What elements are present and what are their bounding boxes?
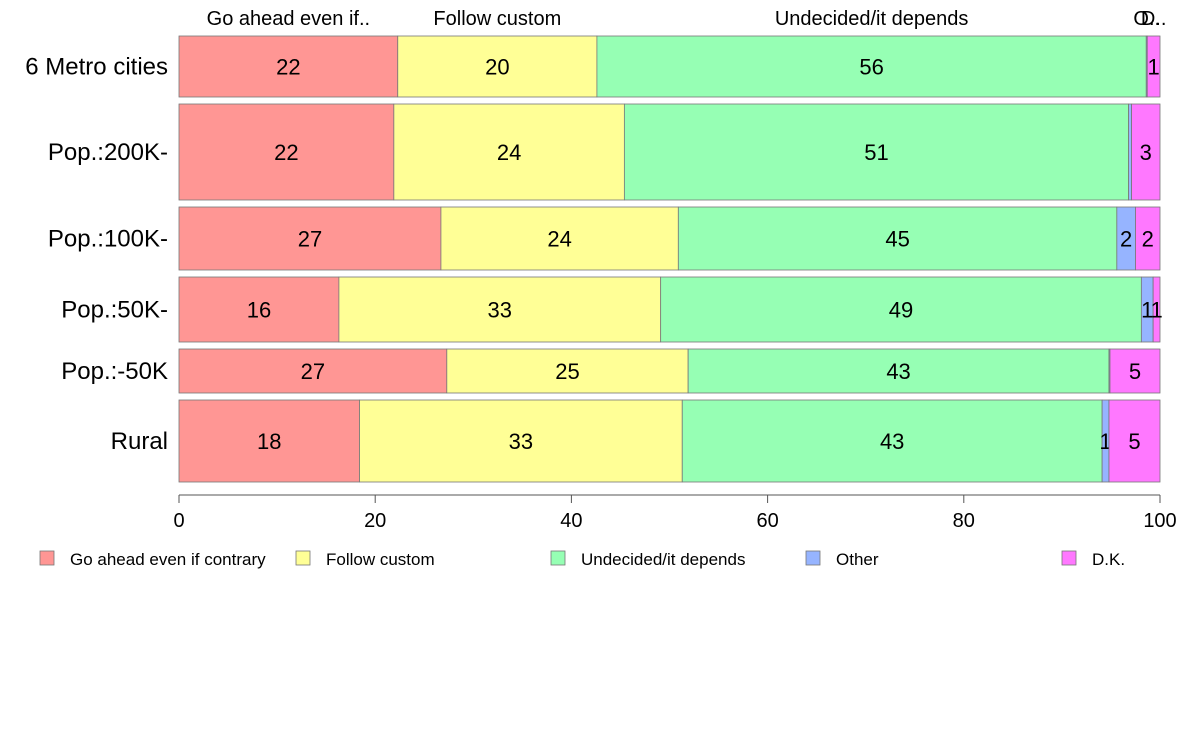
data-label-pop-200k-follow-custom: 24	[497, 140, 521, 165]
x-tick-label-80: 80	[953, 510, 975, 532]
legend-label-undecided-it-depends: Undecided/it depends	[581, 550, 745, 569]
data-label-pop-50k-follow-custom: 25	[555, 359, 579, 384]
top-label-other: O..	[1133, 8, 1160, 30]
legend-label-follow-custom: Follow custom	[326, 550, 435, 569]
legend-swatch-follow-custom	[295, 550, 311, 566]
data-label-6-metro-cities-go-ahead-even-if-contrary: 22	[276, 55, 300, 80]
data-label-rural-undecided-it-depends: 43	[880, 429, 904, 454]
legend-swatch-undecided-it-depends	[550, 550, 566, 566]
bar-6-metro-cities-d-k	[1146, 35, 1161, 98]
data-label-pop-100k-undecided-it-depends: 45	[885, 227, 909, 252]
bar-pop-100k-undecided-it-depends	[677, 206, 1118, 271]
bar-pop-100k-go-ahead-even-if-contrary	[178, 206, 442, 271]
data-label-pop-50k-undecided-it-depends: 43	[886, 359, 910, 384]
bar-pop-50k-undecided-it-depends	[660, 276, 1142, 343]
data-label-pop-100k-other: 2	[1120, 227, 1132, 252]
bar-6-metro-cities-follow-custom	[397, 35, 598, 98]
category-label-pop-200k: Pop.:200K-	[48, 139, 168, 166]
category-label-pop-50k: Pop.:-50K	[61, 358, 168, 385]
data-label-pop-50k-d-k: 1	[1150, 298, 1162, 323]
bar-pop-50k-follow-custom	[338, 276, 662, 343]
top-label-undecided-it-depends: Undecided/it depends	[775, 8, 968, 30]
legend: Go ahead even if contrary Follow custom Un…	[39, 550, 1125, 569]
top-label-follow-custom: Follow custom	[433, 8, 561, 30]
data-label-pop-50k-other: 1	[1141, 298, 1153, 323]
data-label-pop-50k-go-ahead-even-if-contrary: 27	[301, 359, 325, 384]
x-tick-label-20: 20	[364, 510, 386, 532]
bar-pop-50k-go-ahead-even-if-contrary	[178, 276, 340, 343]
bar-pop-200k-d-k	[1131, 103, 1161, 201]
bar-pop-50k-undecided-it-depends	[687, 348, 1110, 394]
category-label-rural: Rural	[111, 428, 168, 455]
bar-pop-200k-undecided-it-depends	[623, 103, 1130, 201]
data-label-rural-follow-custom: 33	[509, 429, 533, 454]
data-label-pop-100k-go-ahead-even-if-contrary: 27	[298, 227, 322, 252]
data-label-pop-200k-undecided-it-depends: 51	[864, 140, 888, 165]
legend-label-go-ahead-even-if-contrary: Go ahead even if contrary	[70, 550, 266, 569]
data-label-pop-200k-d-k: 3	[1140, 140, 1152, 165]
x-tick-label-60: 60	[756, 510, 778, 532]
bar-rural-go-ahead-even-if-contrary	[178, 399, 360, 483]
data-label-6-metro-cities-follow-custom: 20	[485, 55, 509, 80]
bar-pop-200k-other	[1128, 103, 1132, 201]
category-label-pop-50k: Pop.:50K-	[61, 297, 168, 324]
legend-label-d-k: D.K.	[1092, 550, 1125, 569]
data-label-pop-100k-d-k: 2	[1142, 227, 1154, 252]
category-labels: 6 Metro cities Pop.:200K- Pop.:100K- Pop.:5…	[25, 54, 168, 456]
data-label-pop-50k-go-ahead-even-if-contrary: 16	[247, 298, 271, 323]
data-label-pop-50k-undecided-it-depends: 49	[889, 298, 913, 323]
bar-pop-50k-go-ahead-even-if-contrary	[178, 348, 448, 394]
category-label-6-metro-cities: 6 Metro cities	[25, 54, 168, 81]
bar-pop-100k-follow-custom	[440, 206, 679, 271]
bar-rural-d-k	[1108, 399, 1161, 483]
bar-pop-50k-d-k	[1152, 276, 1161, 343]
legend-swatch-go-ahead-even-if-contrary	[39, 550, 55, 566]
data-label-6-metro-cities-undecided-it-depends: 56	[859, 55, 883, 80]
data-label-rural-d-k: 5	[1128, 429, 1140, 454]
series-top-labels: Go ahead even if.. Follow custom Undecided…	[207, 8, 1167, 30]
legend-swatch-d-k	[1061, 550, 1077, 566]
x-axis: 0 20 40 60 80 100	[173, 494, 1177, 532]
legend-label-other: Other	[836, 550, 879, 569]
data-label-rural-go-ahead-even-if-contrary: 18	[257, 429, 281, 454]
top-label-d-k: D..	[1141, 8, 1167, 30]
x-tick-label-100: 100	[1143, 510, 1176, 532]
x-tick-label-40: 40	[560, 510, 582, 532]
legend-swatch-other	[805, 550, 821, 566]
bar-pop-200k-follow-custom	[393, 103, 625, 201]
category-label-pop-100k: Pop.:100K-	[48, 226, 168, 253]
x-tick-label-0: 0	[173, 510, 184, 532]
bar-rural-follow-custom	[359, 399, 683, 483]
bar-pop-50k-follow-custom	[446, 348, 689, 394]
top-label-go-ahead-even-if-contrary: Go ahead even if..	[207, 8, 370, 30]
bar-rural-undecided-it-depends	[681, 399, 1103, 483]
bar-pop-50k-d-k	[1109, 348, 1161, 394]
data-label-pop-200k-go-ahead-even-if-contrary: 22	[274, 140, 298, 165]
data-label-pop-50k-d-k: 5	[1129, 359, 1141, 384]
bar-pop-100k-d-k	[1135, 206, 1161, 271]
data-label-pop-50k-follow-custom: 33	[488, 298, 512, 323]
data-label-6-metro-cities-d-k: 1	[1147, 55, 1159, 80]
data-label-pop-100k-follow-custom: 24	[547, 227, 571, 252]
